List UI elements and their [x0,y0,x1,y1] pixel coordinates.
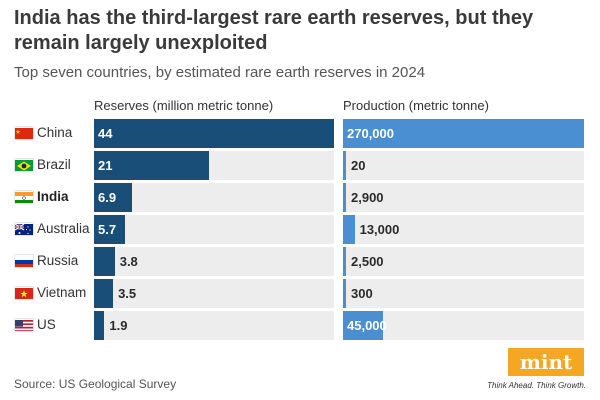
reserves-column-header: Reserves (million metric tonne) [94,98,274,113]
prod-value-label: 2,500 [351,254,384,269]
india-flag-icon [15,191,33,203]
prod-bar-australia [343,215,355,244]
prod-bar-us [343,311,384,340]
production-track: 270,000 [343,119,584,148]
chart-row: Australia 5.7 13,000 [0,215,600,244]
res-value-label: 21 [98,158,113,173]
prod-value-label: 20 [351,158,366,173]
prod-value-label: 13,000 [359,222,400,237]
prod-value-label: 300 [351,286,373,301]
country-label: Russia [37,253,79,268]
production-track: 300 [343,279,584,308]
prod-bar-russia [343,247,346,276]
logo-tagline: Think Ahead. Think Growth. [487,381,586,390]
chart-subtitle: Top seven countries, by estimated rare e… [14,64,426,81]
china-flag-icon [15,127,33,139]
prod-value-label: 45,000 [347,318,387,333]
reserves-track: 3.5 [94,279,334,308]
prod-value-label: 270,000 [347,126,394,141]
res-value-label: 3.8 [119,254,138,269]
res-value-label: 6.9 [98,190,117,205]
source-note: Source: US Geological Survey [14,377,177,391]
reserves-track: 44 [94,119,334,148]
res-bar-brazil [94,151,209,180]
production-column-header: Production (metric tonne) [343,98,489,113]
russia-flag-icon [15,255,33,267]
prod-value-label: 2,900 [351,190,384,205]
prod-bar-brazil [343,151,346,180]
production-track: 2,500 [343,247,584,276]
prod-bar-china [343,119,584,148]
country-label: Vietnam [37,285,87,300]
us-flag-icon [15,319,33,331]
res-value-label: 5.7 [98,222,117,237]
reserves-track: 1.9 [94,311,334,340]
chart-row: US 1.9 45,000 [0,311,600,340]
prod-bar-vietnam [343,279,346,308]
res-bar-vietnam [94,279,114,308]
reserves-track: 6.9 [94,183,334,212]
production-track: 13,000 [343,215,584,244]
country-label: India [37,189,69,204]
mint-logo: mint [508,348,584,376]
res-bar-china [94,119,334,148]
country-label: China [37,125,73,140]
chart-row: Vietnam 3.5 300 [0,279,600,308]
australia-flag-icon [15,223,33,235]
res-value-label: 3.5 [118,286,137,301]
res-bar-us [94,311,105,340]
country-label: Brazil [37,157,71,172]
country-label: US [37,317,56,332]
production-track: 45,000 [343,311,584,340]
brazil-flag-icon [15,159,33,171]
reserves-track: 5.7 [94,215,334,244]
production-track: 2,900 [343,183,584,212]
res-bar-russia [94,247,115,276]
chart-row: India 6.9 2,900 [0,183,600,212]
res-bar-india [94,183,132,212]
chart-row: Brazil 21 20 [0,151,600,180]
vietnam-flag-icon [15,287,33,299]
reserves-track: 3.8 [94,247,334,276]
res-value-label: 44 [98,126,113,141]
res-value-label: 1.9 [109,318,128,333]
chart-title: India has the third-largest rare earth r… [14,7,534,54]
country-label: Australia [37,221,90,236]
reserves-track: 21 [94,151,334,180]
res-bar-australia [94,215,126,244]
chart-row: China 44 270,000 [0,119,600,148]
production-track: 20 [343,151,584,180]
prod-bar-india [343,183,346,212]
chart-row: Russia 3.8 2,500 [0,247,600,276]
